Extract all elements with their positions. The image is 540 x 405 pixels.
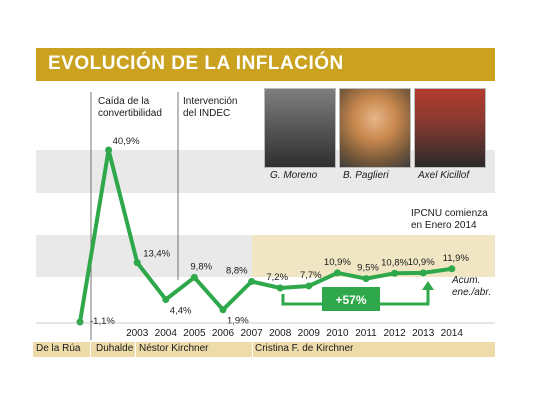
growth-bracket-right [380, 287, 430, 306]
periods-bar: De la Rúa Duhalde Néstor Kirchner Cristi… [33, 342, 495, 357]
period-separator-2 [135, 342, 136, 357]
data-point-2002 [105, 146, 113, 154]
person-photo-paglieri [339, 88, 411, 168]
annotation-ipcnu-line-1: IPCNU comienza [411, 208, 488, 219]
period-cristina: Cristina F. de Kirchner [255, 343, 354, 354]
data-label-2009: 7,7% [300, 270, 322, 281]
data-label-2001: -1,1% [90, 316, 115, 327]
data-point-2003 [133, 259, 141, 267]
data-label-2012: 10,8% [381, 257, 408, 268]
data-point-2006 [219, 306, 227, 314]
annotation-indec: Intervención del INDEC [183, 96, 237, 120]
chart-title: EVOLUCIÓN DE LA INFLACIÓN [48, 53, 344, 74]
annotation-indec-line-2: del INDEC [183, 108, 231, 119]
person-name-moreno: G. Moreno [270, 170, 318, 181]
annotation-acum: Acum. ene./abr. [452, 275, 491, 299]
data-label-2007: 8,8% [226, 265, 248, 276]
tick-label-2012: 2012 [383, 328, 406, 339]
annotation-acum-line-2: ene./abr. [452, 287, 492, 298]
data-point-2008 [276, 284, 284, 292]
annotation-caida: Caída de la convertibilidad [98, 96, 162, 120]
tick-label-2006: 2006 [212, 328, 235, 339]
period-separator-1 [90, 342, 91, 357]
data-point-2012 [391, 269, 399, 277]
tick-label-2008: 2008 [269, 328, 292, 339]
data-label-2008: 7,2% [266, 272, 288, 283]
period-de-la-rua: De la Rúa [36, 343, 81, 354]
annotation-acum-line-1: Acum. [452, 275, 481, 286]
data-point-2005 [190, 273, 198, 281]
data-label-2011: 9,5% [357, 263, 379, 274]
tick-label-2011: 2011 [355, 328, 377, 339]
data-label-2005: 9,8% [190, 261, 212, 272]
person-name-kicillof: Axel Kicillof [418, 170, 470, 181]
person-photo-moreno [264, 88, 336, 168]
period-nestor-kirchner: Néstor Kirchner [139, 343, 209, 354]
tick-label-2009: 2009 [298, 328, 321, 339]
growth-arrow-head [422, 281, 434, 290]
tick-label-2004: 2004 [155, 328, 178, 339]
growth-label: +57% [335, 293, 366, 307]
data-point-2010 [333, 269, 341, 277]
person-photo-kicillof [414, 88, 486, 168]
tick-label-2003: 2003 [126, 328, 149, 339]
data-label-2003: 13,4% [143, 249, 170, 260]
data-point-2011 [362, 275, 370, 283]
annotation-ipcnu: IPCNU comienza en Enero 2014 [411, 208, 488, 232]
growth-bracket [281, 294, 322, 306]
annotation-caida-line-1: Caída de la [98, 96, 150, 107]
annotation-ipcnu-line-2: en Enero 2014 [411, 220, 477, 231]
data-label-2014: 11,9% [443, 253, 470, 264]
growth-box [322, 287, 380, 311]
tick-label-2005: 2005 [183, 328, 206, 339]
person-name-paglieri: B. Paglieri [343, 170, 389, 181]
data-label-2002: 40,9% [113, 136, 140, 147]
annotation-indec-line-1: Intervención [183, 96, 238, 107]
data-point-2001 [76, 318, 84, 326]
title-bar: EVOLUCIÓN DE LA INFLACIÓN [36, 48, 495, 81]
tick-label-2013: 2013 [412, 328, 435, 339]
tick-label-2010: 2010 [326, 328, 349, 339]
data-point-2014 [448, 265, 456, 273]
data-point-2007 [248, 277, 256, 285]
data-label-2006: 1,9% [227, 316, 249, 327]
data-point-2004 [162, 295, 170, 303]
tick-label-2014: 2014 [441, 328, 464, 339]
growth-arrow: +57% [281, 281, 434, 311]
data-point-2009 [305, 282, 313, 290]
data-point-2013 [419, 269, 427, 277]
inflation-line [78, 148, 453, 323]
data-label-2004: 4,4% [170, 305, 192, 316]
data-label-2013: 10,9% [408, 257, 435, 268]
annotation-caida-line-2: convertibilidad [98, 108, 162, 119]
tick-label-2007: 2007 [240, 328, 263, 339]
data-label-2010: 10,9% [324, 257, 351, 268]
period-duhalde: Duhalde [96, 343, 134, 354]
period-separator-3 [252, 342, 253, 357]
